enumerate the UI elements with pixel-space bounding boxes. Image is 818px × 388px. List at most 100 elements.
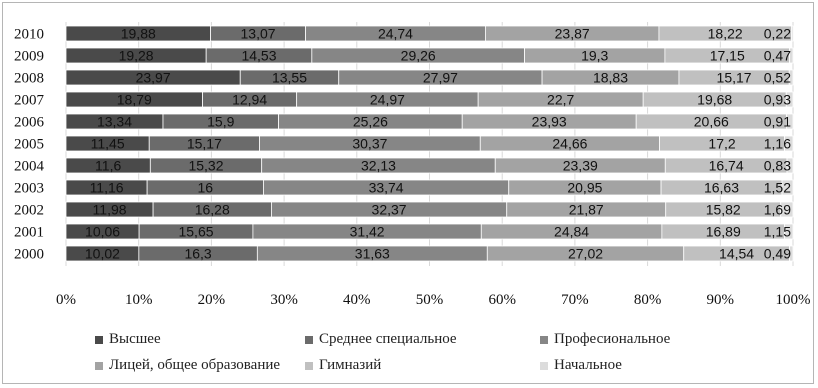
data-label: 19,3 (581, 48, 608, 64)
bar-segment (781, 179, 794, 196)
data-label: 19,28 (119, 48, 154, 64)
data-label: 32,37 (372, 202, 407, 218)
data-label: 14,53 (241, 48, 276, 64)
x-tick-label: 80% (634, 292, 662, 308)
category-label: 2000 (14, 247, 44, 263)
data-label: 24,97 (370, 92, 405, 108)
data-label: 17,2 (708, 136, 735, 152)
category-label: 2010 (14, 27, 44, 43)
data-label: 23,39 (563, 158, 598, 174)
category-label: 2008 (14, 71, 44, 87)
data-label: 18,79 (117, 92, 152, 108)
data-label: 15,17 (717, 70, 752, 86)
data-label: 18,22 (708, 26, 743, 42)
data-label: 31,42 (350, 224, 385, 240)
data-label: 10,02 (85, 246, 120, 262)
data-label: 16,89 (706, 224, 741, 240)
data-label: 13,07 (241, 26, 276, 42)
data-label: 0,91 (764, 114, 791, 130)
data-label: 1,16 (764, 136, 791, 152)
data-label: 11,6 (95, 158, 121, 174)
category-label: 2003 (14, 181, 44, 197)
data-label: 16,28 (195, 202, 230, 218)
data-label: 29,26 (401, 48, 436, 64)
x-tick-label: 50% (416, 292, 444, 308)
data-label: 11,16 (90, 180, 124, 196)
data-label: 33,74 (369, 180, 404, 196)
category-label: 2006 (14, 115, 45, 131)
data-label: 19,88 (121, 26, 156, 42)
data-label: 15,82 (706, 202, 741, 218)
data-label: 0,52 (764, 70, 791, 86)
data-label: 13,55 (272, 70, 307, 86)
bar-segment (784, 135, 794, 152)
x-tick-label: 20% (198, 292, 226, 308)
data-label: 16,74 (709, 158, 744, 174)
x-tick-label: 0% (56, 292, 76, 308)
x-tick-label: 30% (270, 292, 298, 308)
data-label: 13,34 (97, 114, 132, 130)
data-label: 14,54 (719, 246, 754, 262)
data-label: 15,65 (178, 224, 213, 240)
data-label: 15,32 (188, 158, 223, 174)
bar-segment (785, 91, 794, 108)
data-label: 23,97 (136, 70, 171, 86)
bar-segment (789, 47, 794, 64)
data-label: 15,9 (207, 114, 234, 130)
bar-segment (785, 113, 794, 130)
data-label: 30,37 (352, 136, 387, 152)
x-tick-label: 90% (707, 292, 735, 308)
data-label: 32,13 (361, 158, 396, 174)
x-tick-label: 100% (776, 292, 811, 308)
data-label: 1,52 (764, 180, 791, 196)
data-label: 16,63 (704, 180, 739, 196)
data-label: 27,97 (423, 70, 458, 86)
data-label: 10,06 (85, 224, 120, 240)
data-label: 16 (198, 180, 214, 196)
data-label: 0,47 (764, 48, 791, 64)
x-tick-label: 60% (488, 292, 516, 308)
x-tick-label: 40% (343, 292, 371, 308)
data-label: 31,63 (355, 246, 390, 262)
data-label: 12,94 (232, 92, 267, 108)
data-label: 22,7 (547, 92, 574, 108)
data-label: 24,66 (552, 136, 587, 152)
category-label: 2007 (14, 93, 45, 109)
category-label: 2002 (14, 203, 44, 219)
data-label: 19,68 (697, 92, 732, 108)
x-tick-label: 70% (561, 292, 589, 308)
data-label: 15,17 (187, 136, 222, 152)
data-label: 23,93 (532, 114, 567, 130)
bar-segment (788, 69, 794, 86)
category-label: 2005 (14, 137, 44, 153)
data-label: 20,95 (567, 180, 602, 196)
data-label: 24,74 (378, 26, 413, 42)
data-label: 0,93 (764, 92, 791, 108)
category-label: 2001 (14, 225, 44, 241)
data-label: 0,22 (764, 26, 791, 42)
data-label: 18,83 (593, 70, 628, 86)
data-label: 25,26 (353, 114, 388, 130)
data-label: 0,83 (764, 158, 791, 174)
data-label: 1,69 (764, 202, 791, 218)
category-label: 2004 (14, 159, 45, 175)
data-label: 23,87 (555, 26, 590, 42)
bar-segment (784, 223, 794, 240)
bar-segment (780, 201, 794, 218)
data-label: 27,02 (568, 246, 603, 262)
data-label: 24,84 (554, 224, 589, 240)
bar-segment (786, 157, 794, 174)
data-label: 1,15 (764, 224, 791, 240)
x-tick-label: 10% (125, 292, 153, 308)
bar-segment (791, 25, 794, 42)
data-label: 0,49 (764, 246, 791, 262)
category-label: 2009 (14, 49, 44, 65)
data-label: 11,98 (93, 202, 127, 218)
bar-segment (789, 245, 794, 262)
data-label: 17,15 (710, 48, 745, 64)
data-label: 20,66 (694, 114, 729, 130)
data-label: 11,45 (91, 136, 125, 152)
data-label: 16,3 (184, 246, 211, 262)
data-label: 21,87 (569, 202, 604, 218)
